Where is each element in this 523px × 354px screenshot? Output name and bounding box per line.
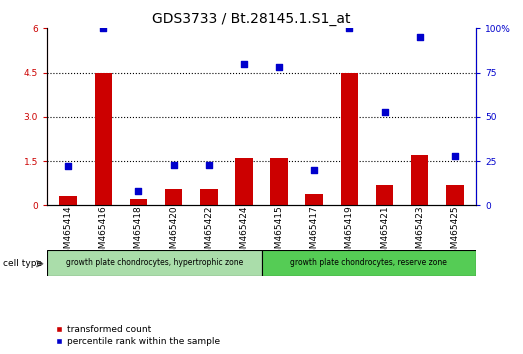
Bar	[235, 158, 253, 205]
Point	[134, 188, 143, 194]
Bar	[340, 73, 358, 205]
Text: GSM465414: GSM465414	[64, 205, 73, 260]
Bar	[270, 158, 288, 205]
Text: GSM465415: GSM465415	[275, 205, 283, 260]
Text: GDS3733 / Bt.28145.1.S1_at: GDS3733 / Bt.28145.1.S1_at	[152, 12, 350, 27]
Point	[204, 162, 213, 167]
Text: growth plate chondrocytes, hypertrophic zone: growth plate chondrocytes, hypertrophic …	[66, 258, 243, 267]
Bar	[200, 189, 218, 205]
Bar	[60, 196, 77, 205]
Text: GSM465423: GSM465423	[415, 205, 424, 260]
Point	[99, 25, 108, 31]
Bar	[411, 155, 428, 205]
Point	[451, 153, 459, 159]
Point	[310, 167, 319, 173]
Bar	[446, 185, 463, 205]
Text: GSM465420: GSM465420	[169, 205, 178, 260]
Point	[415, 34, 424, 40]
Point	[240, 61, 248, 67]
Bar	[376, 185, 393, 205]
Text: cell type: cell type	[3, 259, 42, 268]
Point	[64, 164, 72, 169]
Point	[275, 64, 283, 70]
Text: GSM465418: GSM465418	[134, 205, 143, 260]
Bar	[165, 189, 183, 205]
Bar	[262, 250, 476, 276]
Point	[380, 109, 389, 114]
Point	[345, 25, 354, 31]
Text: GSM465419: GSM465419	[345, 205, 354, 260]
Text: GSM465422: GSM465422	[204, 205, 213, 260]
Text: growth plate chondrocytes, reserve zone: growth plate chondrocytes, reserve zone	[290, 258, 447, 267]
Text: GSM465417: GSM465417	[310, 205, 319, 260]
Bar	[47, 250, 262, 276]
Text: GSM465416: GSM465416	[99, 205, 108, 260]
Text: GSM465421: GSM465421	[380, 205, 389, 260]
Text: GSM465425: GSM465425	[450, 205, 459, 260]
Bar	[95, 73, 112, 205]
Bar	[130, 199, 147, 205]
Legend: transformed count, percentile rank within the sample: transformed count, percentile rank withi…	[52, 321, 224, 349]
Bar	[305, 194, 323, 205]
Point	[169, 162, 178, 167]
Text: GSM465424: GSM465424	[240, 205, 248, 260]
